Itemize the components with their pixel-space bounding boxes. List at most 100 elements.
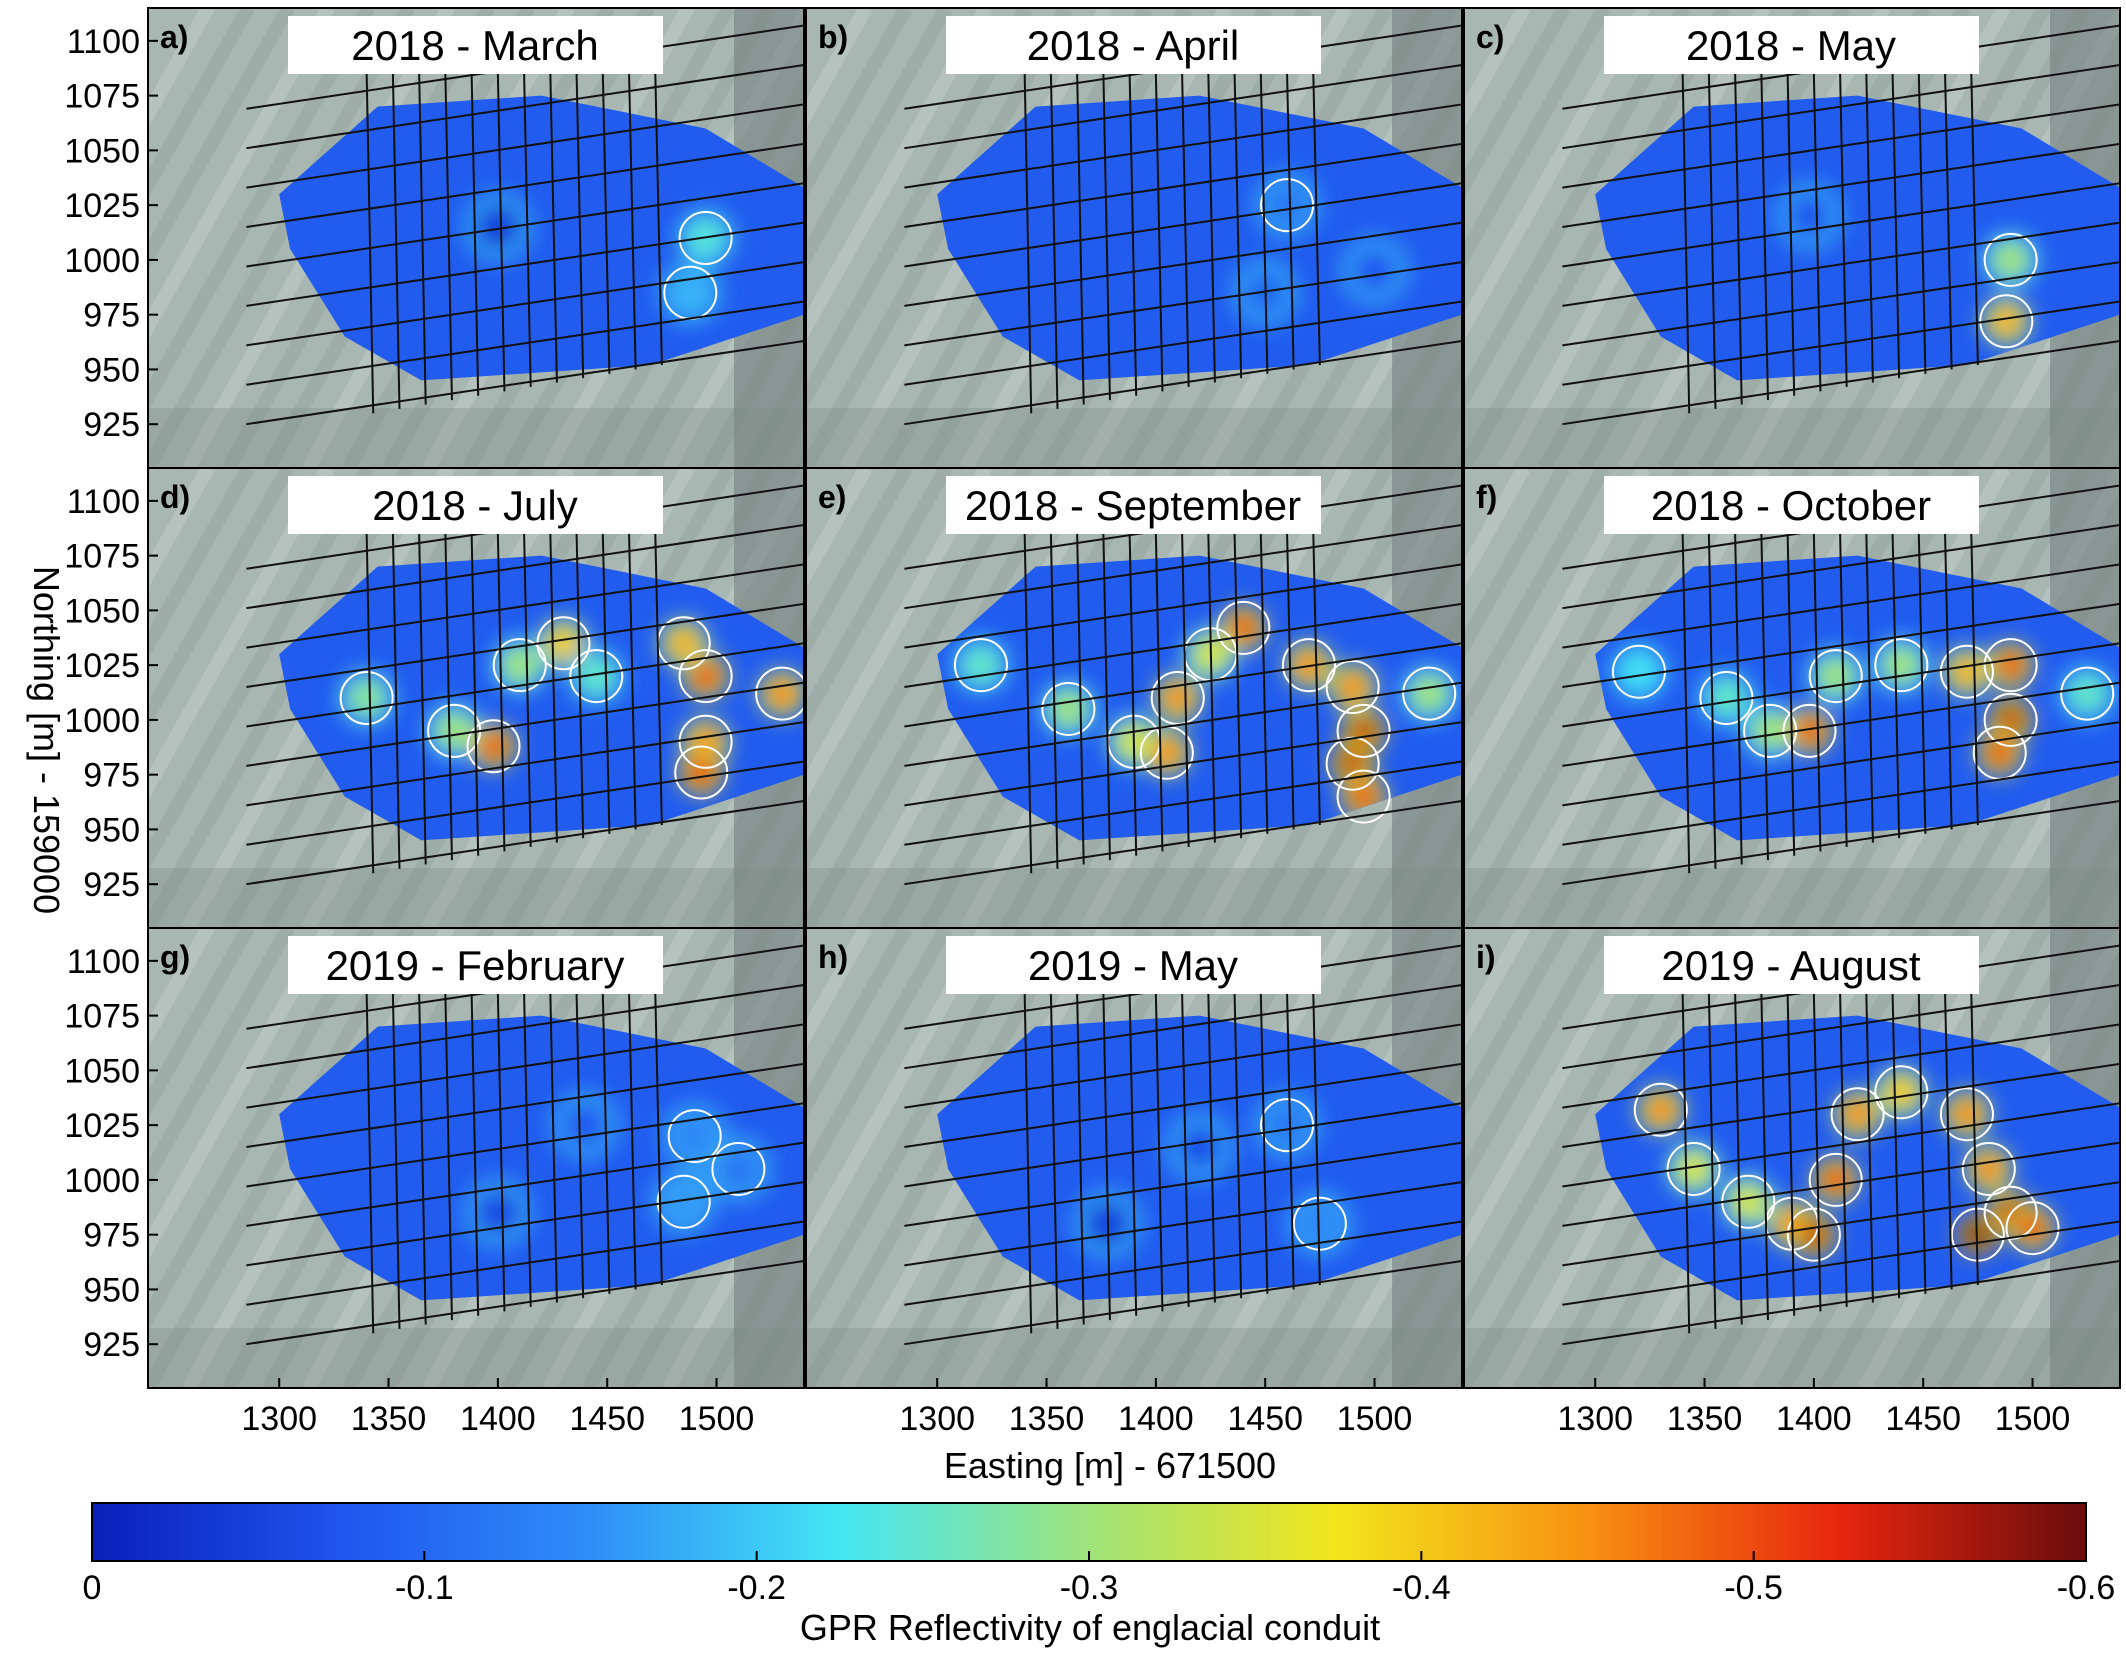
panel-letter: e) bbox=[818, 479, 846, 515]
colorbar-tick-label: 0 bbox=[83, 1569, 102, 1607]
reflectivity-hotspot bbox=[666, 626, 701, 661]
x-tick-label: 1500 bbox=[679, 1400, 755, 1438]
reflectivity-hotspot bbox=[961, 645, 1001, 685]
panel-letter: c) bbox=[1476, 19, 1504, 55]
colorbar-tick-label: -0.4 bbox=[1392, 1569, 1451, 1607]
y-axis-title: Northing [m] - 159000 bbox=[26, 566, 67, 914]
y-tick-label: 1100 bbox=[67, 483, 140, 521]
y-tick-label: 925 bbox=[83, 866, 140, 904]
gpr-profiles bbox=[904, 484, 1462, 886]
reflectivity-hotspot bbox=[1265, 1103, 1310, 1148]
panel-g: 2019 - February g) bbox=[147, 927, 805, 1389]
panel-title: 2018 - April bbox=[1027, 22, 1239, 69]
panel-title: 2019 - August bbox=[1661, 942, 1921, 989]
panel-frame bbox=[1463, 927, 2121, 1389]
gpr-profiles bbox=[1562, 944, 2120, 1346]
panel-title-box bbox=[1604, 936, 1979, 994]
panel-h: 2019 - May h) bbox=[805, 927, 1463, 1389]
y-tick-label: 1075 bbox=[64, 998, 140, 1036]
conduit-contour bbox=[678, 211, 733, 265]
y-tick-label: 975 bbox=[83, 757, 140, 795]
x-tick-label: 1300 bbox=[899, 1400, 975, 1438]
y-tick-label: 975 bbox=[83, 1217, 140, 1255]
reflectivity-hotspot bbox=[2067, 673, 2108, 714]
y-tick-label: 925 bbox=[83, 1326, 140, 1364]
reflectivity-hotspot bbox=[435, 711, 474, 750]
y-tick-label: 1025 bbox=[64, 187, 140, 225]
colorbar-tick-label: -0.5 bbox=[1724, 1569, 1783, 1607]
panel-title-box bbox=[1604, 16, 1979, 74]
survey-area bbox=[937, 95, 1462, 381]
reflectivity-hotspot bbox=[1820, 1164, 1852, 1196]
panel-c: 2018 - May c) bbox=[1463, 7, 2121, 469]
conduit-contour bbox=[953, 638, 1008, 693]
panel-title-box bbox=[1604, 476, 1979, 534]
conduit-contour bbox=[1336, 703, 1391, 758]
panel-letter: f) bbox=[1476, 479, 1497, 515]
conduit-contour bbox=[755, 666, 804, 721]
panel-title: 2019 - February bbox=[326, 942, 625, 989]
reflectivity-hotspot bbox=[477, 730, 510, 762]
panel-e: 2018 - September e) bbox=[805, 467, 1463, 929]
panel-title: 2019 - May bbox=[1028, 942, 1238, 989]
panel-title: 2018 - September bbox=[965, 482, 1301, 529]
panel-b: 2018 - April b) bbox=[805, 7, 1463, 469]
conduit-contour bbox=[1633, 1082, 1688, 1137]
colorbar-tick-label: -0.6 bbox=[2057, 1569, 2116, 1607]
conduit-contour bbox=[1808, 649, 1863, 704]
conduit-contour bbox=[711, 1141, 766, 1196]
reflectivity-hotspot bbox=[1176, 1124, 1223, 1170]
conduit-contour bbox=[678, 714, 733, 769]
colorbar-tick-label: -0.2 bbox=[727, 1569, 786, 1607]
panel-title-box bbox=[946, 476, 1321, 534]
reflectivity-hotspot bbox=[1972, 1152, 2006, 1186]
x-tick-label: 1450 bbox=[569, 1400, 645, 1438]
colorbar-tick-label: -0.1 bbox=[395, 1569, 454, 1607]
x-tick-label: 1400 bbox=[1118, 1400, 1194, 1438]
x-tick-label: 1500 bbox=[1995, 1400, 2071, 1438]
conduit-contour bbox=[1216, 600, 1271, 655]
panel-title: 2018 - March bbox=[351, 22, 598, 69]
y-tick-label: 950 bbox=[83, 351, 140, 389]
reflectivity-hotspot bbox=[1841, 1097, 1875, 1131]
reflectivity-hotspot bbox=[1298, 1202, 1342, 1246]
x-tick-label: 1400 bbox=[460, 1400, 536, 1438]
y-tick-label: 950 bbox=[83, 1271, 140, 1309]
conduit-contour bbox=[492, 638, 547, 693]
conduit-contour bbox=[1666, 1141, 1721, 1196]
panel-title-box bbox=[946, 16, 1321, 74]
conduit-contour bbox=[1939, 1087, 1994, 1142]
reflectivity-hotspot bbox=[1049, 689, 1088, 728]
x-tick-label: 1350 bbox=[1009, 1400, 1085, 1438]
reflectivity-hotspot bbox=[1336, 670, 1370, 704]
y-tick-label: 1050 bbox=[64, 132, 140, 170]
reflectivity-hotspot bbox=[474, 203, 522, 251]
gpr-profiles bbox=[246, 944, 804, 1346]
conduit-contour bbox=[1150, 671, 1205, 725]
reflectivity-hotspot bbox=[1799, 1219, 1829, 1250]
y-tick-label: 1000 bbox=[64, 242, 140, 280]
panel-title: 2018 - October bbox=[1651, 482, 1931, 529]
conduit-contour bbox=[1983, 638, 2038, 693]
reflectivity-hotspot bbox=[546, 625, 581, 661]
gpr-profiles bbox=[246, 24, 804, 426]
panel-i: 2019 - August i) bbox=[1463, 927, 2121, 1389]
conduit-contour bbox=[1983, 692, 2038, 747]
axes-layer: 925 950 975 1000 1025 1050 1075 1100 925 950 975 10… bbox=[64, 23, 2070, 1438]
panel-d: 2018 - July d) bbox=[147, 467, 805, 929]
y-tick-label: 1025 bbox=[64, 1107, 140, 1145]
y-tick-label: 1075 bbox=[64, 538, 140, 576]
reflectivity-hotspot bbox=[662, 1180, 706, 1224]
reflectivity-hotspot bbox=[1410, 674, 1449, 713]
reflectivity-hotspot bbox=[716, 1146, 761, 1191]
panel-letter: a) bbox=[160, 19, 188, 55]
reflectivity-hotspot bbox=[1644, 1093, 1678, 1127]
reflectivity-hotspot bbox=[689, 660, 722, 692]
panel-frame bbox=[805, 927, 1463, 1389]
conduit-contour bbox=[1336, 769, 1391, 824]
x-tick-label: 1400 bbox=[1776, 1400, 1852, 1438]
panel-title-box bbox=[288, 936, 663, 994]
panel-letter: i) bbox=[1476, 939, 1496, 975]
reflectivity-hotspot bbox=[669, 271, 712, 314]
